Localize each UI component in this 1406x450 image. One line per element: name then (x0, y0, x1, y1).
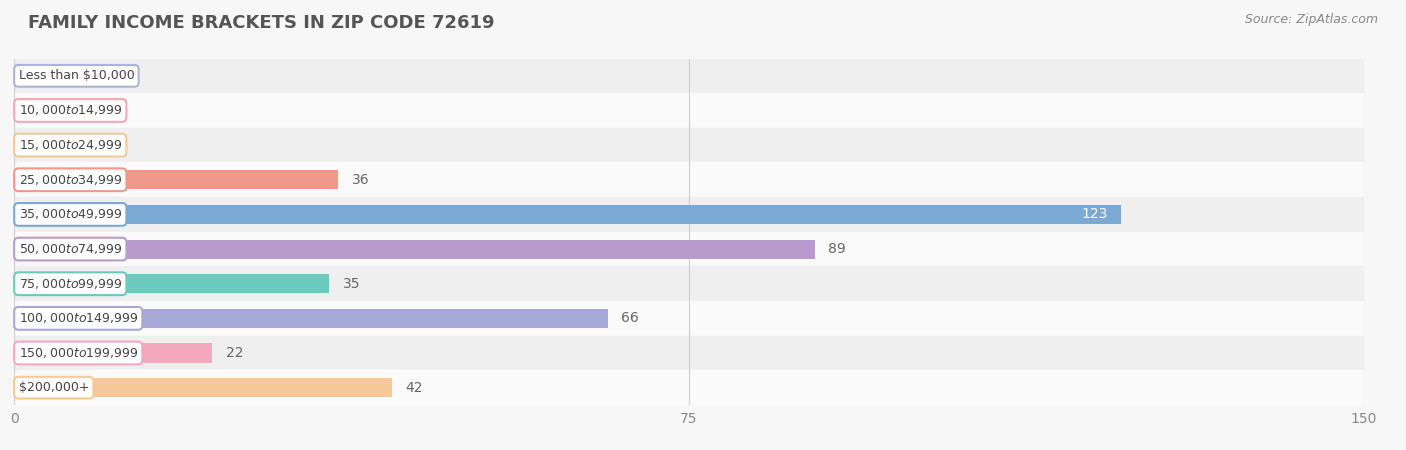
Bar (14, 232, 1364, 266)
Bar (14, 93, 1364, 128)
Text: $200,000+: $200,000+ (18, 381, 89, 394)
Bar (14, 101, 67, 120)
Bar (14, 343, 212, 363)
Text: Source: ZipAtlas.com: Source: ZipAtlas.com (1244, 14, 1378, 27)
Text: Less than $10,000: Less than $10,000 (18, 69, 135, 82)
Bar (14, 170, 337, 189)
Text: 35: 35 (343, 277, 360, 291)
Text: $25,000 to $34,999: $25,000 to $34,999 (18, 173, 122, 187)
Text: $35,000 to $49,999: $35,000 to $49,999 (18, 207, 122, 221)
Bar (14, 58, 1364, 93)
Text: 36: 36 (352, 173, 370, 187)
Bar (14, 301, 1364, 336)
Text: $75,000 to $99,999: $75,000 to $99,999 (18, 277, 122, 291)
Bar (14, 309, 607, 328)
Bar (14, 336, 1364, 370)
Bar (14, 266, 1364, 301)
Text: $150,000 to $199,999: $150,000 to $199,999 (18, 346, 138, 360)
Bar (14, 205, 1121, 224)
Text: FAMILY INCOME BRACKETS IN ZIP CODE 72619: FAMILY INCOME BRACKETS IN ZIP CODE 72619 (28, 14, 495, 32)
Text: 89: 89 (828, 242, 846, 256)
Text: $50,000 to $74,999: $50,000 to $74,999 (18, 242, 122, 256)
Text: $100,000 to $149,999: $100,000 to $149,999 (18, 311, 138, 325)
Bar (14, 128, 1364, 162)
Text: $15,000 to $24,999: $15,000 to $24,999 (18, 138, 122, 152)
Bar (14, 274, 329, 293)
Text: 66: 66 (621, 311, 640, 325)
Text: 123: 123 (1081, 207, 1108, 221)
Bar (14, 378, 392, 397)
Bar (14, 162, 1364, 197)
Text: 6: 6 (82, 104, 90, 117)
Text: 0: 0 (28, 69, 37, 83)
Bar (14, 239, 815, 259)
Text: $10,000 to $14,999: $10,000 to $14,999 (18, 104, 122, 117)
Bar (14, 370, 1364, 405)
Bar (14, 197, 1364, 232)
Text: 42: 42 (405, 381, 423, 395)
Text: 6: 6 (82, 138, 90, 152)
Text: 22: 22 (225, 346, 243, 360)
Bar (14, 135, 67, 155)
